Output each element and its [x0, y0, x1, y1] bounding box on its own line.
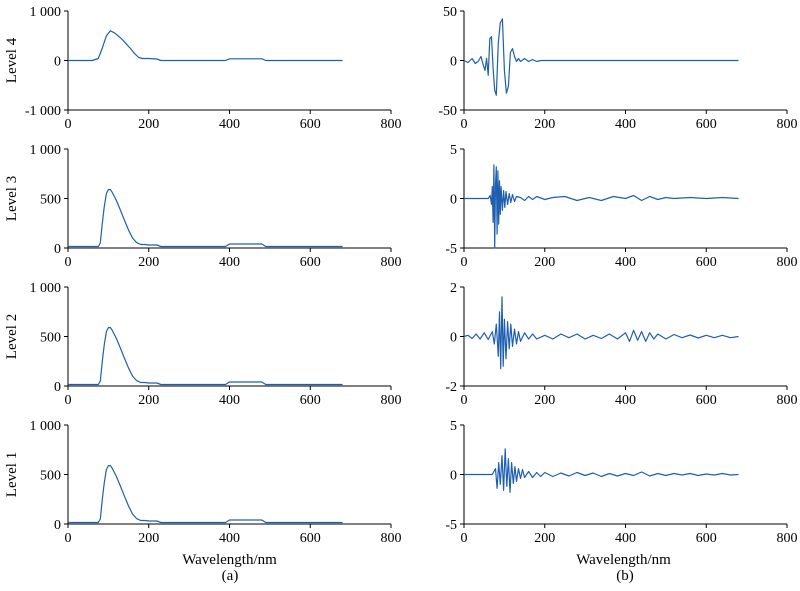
y-tick-label: 0 — [54, 55, 61, 70]
chart-b-2: 0 200 400 600 800 -2 0 2 — [445, 281, 797, 408]
x-tick-label: 800 — [381, 255, 402, 270]
y-tick-label: 0 — [450, 469, 457, 484]
y-tick-label: 500 — [40, 469, 61, 484]
chart-a-3: 0 200 400 600 800 0 500 1 000 Level 3 — [4, 143, 402, 270]
y-tick-label: 0 — [450, 55, 457, 70]
x-tick-label: 0 — [461, 531, 468, 546]
series-line — [68, 327, 343, 386]
series-line — [68, 30, 343, 62]
x-tick-label: 200 — [534, 393, 555, 408]
x-tick-label: 0 — [461, 117, 468, 132]
chart-b-4: 0 200 400 600 800 -50 0 50 — [438, 5, 797, 132]
chart-a-2: 0 200 400 600 800 0 500 1 000 Level 2 — [4, 281, 402, 408]
x-tick-label: 600 — [300, 531, 321, 546]
x-tick-label: 600 — [696, 393, 717, 408]
row-label: Level 2 — [4, 314, 20, 359]
series-line — [463, 18, 739, 96]
y-tick-label: 0 — [54, 518, 61, 533]
y-tick-label: -5 — [445, 242, 457, 257]
x-tick-label: 400 — [219, 117, 240, 132]
x-axis-title: Wavelength/nm — [182, 552, 277, 568]
x-tick-label: 200 — [534, 117, 555, 132]
x-tick-label: 0 — [461, 393, 468, 408]
x-tick-label: 0 — [65, 117, 72, 132]
x-tick-label: 800 — [381, 117, 402, 132]
x-tick-label: 0 — [65, 255, 72, 270]
x-tick-label: 400 — [615, 255, 636, 270]
y-tick-label: 5 — [450, 143, 457, 158]
chart-a-4: 0 200 400 600 800 -1 000 0 1 000 Level 4 — [4, 5, 402, 132]
x-tick-label: 600 — [696, 531, 717, 546]
x-tick-label: 400 — [615, 393, 636, 408]
x-axis-title: Wavelength/nm — [576, 552, 671, 568]
x-tick-label: 600 — [696, 117, 717, 132]
series-line — [464, 448, 739, 493]
x-tick-label: 200 — [138, 531, 159, 546]
x-tick-label: 800 — [777, 117, 798, 132]
y-tick-label: -50 — [438, 104, 457, 119]
y-tick-label: 0 — [450, 331, 457, 346]
series-line — [68, 465, 343, 524]
row-label: Level 4 — [4, 37, 20, 83]
y-tick-label: 1 000 — [30, 281, 62, 296]
x-tick-label: 400 — [615, 117, 636, 132]
row-label: Level 3 — [4, 176, 20, 221]
x-tick-label: 800 — [381, 393, 402, 408]
y-tick-label: 2 — [450, 281, 457, 296]
y-tick-label: 500 — [40, 331, 61, 346]
y-tick-label: 50 — [443, 5, 457, 20]
x-tick-label: 200 — [138, 255, 159, 270]
y-tick-label: -2 — [445, 380, 457, 395]
x-tick-label: 0 — [461, 255, 468, 270]
x-tick-label: 200 — [138, 117, 159, 132]
series-line — [464, 164, 739, 249]
x-tick-label: 400 — [219, 393, 240, 408]
x-tick-label: 800 — [381, 531, 402, 546]
series-line — [68, 189, 343, 248]
x-tick-label: 800 — [777, 393, 798, 408]
x-tick-label: 600 — [300, 393, 321, 408]
panel-label-b: (b) — [616, 568, 634, 584]
x-tick-label: 600 — [300, 117, 321, 132]
x-tick-label: 400 — [219, 255, 240, 270]
y-tick-label: 0 — [54, 380, 61, 395]
x-tick-label: 200 — [534, 531, 555, 546]
x-tick-label: 200 — [534, 255, 555, 270]
y-tick-label: 1 000 — [30, 143, 62, 158]
chart-b-1: 0 200 400 600 800 -5 0 5 Wavelength/nm — [445, 419, 797, 568]
y-tick-label: 1 000 — [30, 5, 62, 20]
y-tick-label: 5 — [450, 419, 457, 434]
y-tick-label: 0 — [450, 193, 457, 208]
panel-label-a: (a) — [222, 568, 239, 584]
x-tick-label: 0 — [65, 393, 72, 408]
x-tick-label: 800 — [777, 531, 798, 546]
x-tick-label: 600 — [696, 255, 717, 270]
row-label: Level 1 — [4, 452, 20, 497]
x-tick-label: 400 — [219, 531, 240, 546]
x-tick-label: 400 — [615, 531, 636, 546]
y-tick-label: -1 000 — [25, 104, 61, 119]
y-tick-label: 1 000 — [30, 419, 62, 434]
y-tick-label: 0 — [54, 242, 61, 257]
y-tick-label: 500 — [40, 193, 61, 208]
y-tick-label: -5 — [445, 518, 457, 533]
x-tick-label: 200 — [138, 393, 159, 408]
chart-b-3: 0 200 400 600 800 -5 0 5 — [445, 143, 797, 270]
x-tick-label: 0 — [65, 531, 72, 546]
chart-a-1: 0 200 400 600 800 0 500 1 000 Level 1 Wavelength/… — [4, 419, 402, 568]
series-line — [463, 296, 739, 370]
x-tick-label: 600 — [300, 255, 321, 270]
x-tick-label: 800 — [777, 255, 798, 270]
